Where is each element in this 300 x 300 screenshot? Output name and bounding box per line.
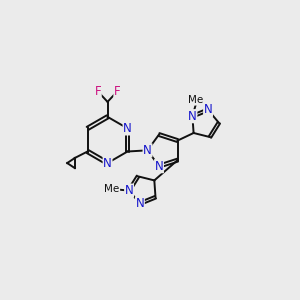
Text: N: N — [143, 144, 152, 157]
Text: N: N — [188, 110, 197, 123]
Text: N: N — [123, 122, 132, 135]
Text: N: N — [204, 103, 212, 116]
Text: F: F — [114, 85, 121, 98]
Text: N: N — [154, 160, 164, 173]
Text: N: N — [125, 184, 134, 197]
Text: Me: Me — [188, 95, 203, 105]
Text: N: N — [136, 197, 144, 210]
Text: N: N — [103, 157, 112, 169]
Text: F: F — [94, 85, 101, 98]
Text: Me: Me — [104, 184, 120, 194]
